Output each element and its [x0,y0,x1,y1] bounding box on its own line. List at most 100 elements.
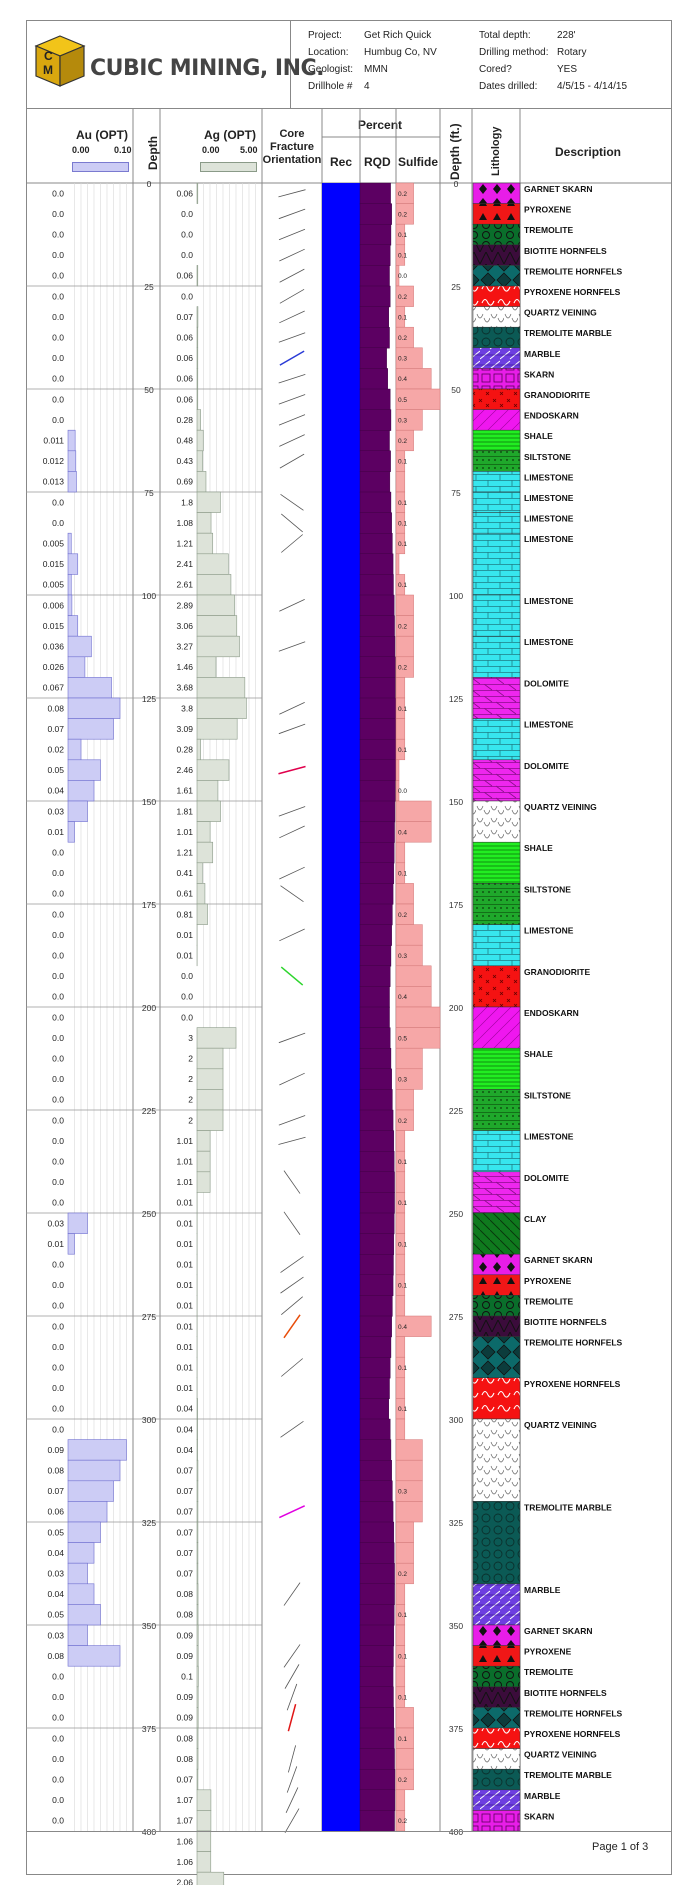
lithology-description: MARBLE [524,1585,561,1595]
sulfide-label: 0.1 [398,253,407,260]
ag-scale-min: 0.00 [202,145,220,155]
sulfide-label: 0.1 [398,706,407,713]
ag-bar [196,1047,224,1070]
rec-bar [322,1336,360,1358]
sulfide-label: 0.4 [398,1324,407,1331]
rqd-bar [359,1068,392,1091]
rqd-bar [359,862,395,884]
ag-bar [196,594,235,616]
lithology-description: SILTSTONE [524,884,571,894]
ag-value: 0.1 [181,1672,193,1682]
lithology-tremmarble [472,326,521,349]
lithology-description: TREMOLITE HORNFELS [524,1338,623,1348]
fracture-line [280,885,304,903]
rec-bar [322,656,360,678]
rqd-bar [359,636,396,658]
depth-tick-label: 375 [142,1724,156,1734]
lithology-limestone [472,718,521,761]
ag-bar [196,821,211,843]
rqd-bar [359,800,396,823]
lithology-garnet [472,182,521,204]
au-value: 0.0 [52,1321,64,1331]
fracture-line [283,1314,301,1339]
au-value: 0.05 [47,1610,64,1620]
company-name: CUBIC MINING, INC. [90,56,325,81]
ag-bar [196,1542,199,1564]
lithology-description: BIOTITE HORNFELS [524,1317,607,1327]
ag-bar [196,450,203,472]
ag-bar [196,738,201,761]
rec-bar [322,636,360,658]
lithology-garnet [472,1253,521,1276]
rqd-bar [359,1707,395,1729]
rqd-bar [359,1727,395,1750]
ag-value: 0.07 [176,1507,193,1517]
au-legend-swatch [72,162,129,172]
au-value: 0.04 [47,1589,64,1599]
rec-bar [322,1068,360,1090]
sulfide-label: 0.2 [398,294,407,301]
lithology-description: SILTSTONE [524,452,571,462]
rec-bar [322,1789,360,1811]
au-value: 0.03 [47,1218,64,1228]
au-value: 0.0 [52,1301,64,1311]
au-bar [67,471,77,493]
rqd-bar [359,1542,395,1564]
rec-bar [322,965,360,987]
lithology-description: BIOTITE HORNFELS [524,1688,607,1698]
ag-bar [196,326,199,349]
au-value: 0.0 [52,1012,64,1022]
lithology-limestone [472,532,521,596]
depth-ft-tick-label: 25 [451,282,461,292]
footer-divider [26,1831,672,1832]
au-bar [67,800,88,822]
sulfide-bar [395,1336,406,1358]
sulfide-label: 0.2 [398,211,407,218]
ag-value: 1.8 [181,497,193,507]
au-bar [67,1604,101,1626]
lithology-tremolite [472,1295,521,1317]
ag-value: 0.0 [181,230,193,240]
sulfide-bar [395,1089,414,1111]
lithology-description: TREMOLITE [524,225,573,235]
rqd-bar [359,903,393,926]
rec-header: Rec [330,155,353,169]
lithology-clay [472,1212,521,1255]
ag-value: 0.04 [176,1424,193,1434]
rec-bar [322,1213,360,1234]
ag-value: 0.08 [176,1610,193,1620]
sulfide-label: 0.4 [398,829,407,836]
lithology-biotite [472,1686,521,1708]
au-value: 0.0 [52,1795,64,1805]
depth-ft-tick-label: 325 [449,1518,463,1528]
au-value: 0.0 [52,1280,64,1290]
fracture-line [279,702,305,715]
rec-bar [322,842,360,864]
ag-value: 0.01 [176,1280,193,1290]
rec-bar [322,1254,360,1276]
au-bar [67,1501,108,1523]
lithology-limestone [472,491,521,513]
rqd-bar [359,471,391,493]
rqd-bar [359,368,388,390]
rqd-bar [359,553,394,575]
sulfide-bar [395,1377,406,1399]
lithology-description: QUARTZ VEINING [524,802,597,812]
au-value: 0.0 [52,1054,64,1064]
sulfide-bar [395,1542,414,1564]
rec-bar [322,801,360,822]
lithology-description: MARBLE [524,349,561,359]
fracture-line [278,1136,306,1145]
au-bar [67,615,79,637]
ag-value: 0.06 [176,353,193,363]
fracture-line [280,1420,304,1438]
rec-bar [322,1274,360,1296]
lithology-marble [472,347,521,369]
ag-value: 2.41 [176,559,193,569]
depth-tick-label: 275 [142,1312,156,1322]
rqd-bar [359,327,390,349]
ag-value: 0.01 [176,1363,193,1373]
sulfide-bar [395,1253,406,1276]
fracture-line [285,1787,299,1813]
log-frame [26,20,672,1875]
